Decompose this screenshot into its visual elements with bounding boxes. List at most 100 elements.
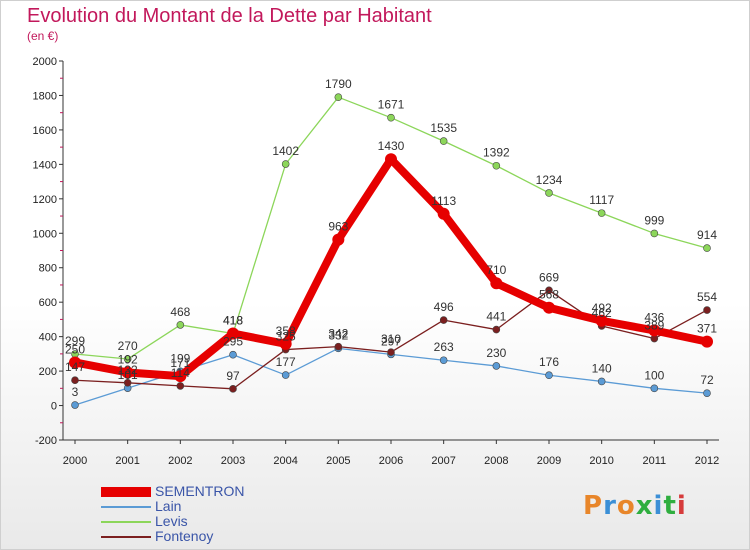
data-point-levis (545, 189, 553, 197)
data-point-lain (281, 371, 290, 379)
legend-label: SEMENTRON (155, 483, 245, 499)
data-label-levis: 1535 (430, 121, 457, 135)
data-point-fontenoy (123, 379, 132, 387)
data-point-levis (387, 113, 395, 122)
data-point-sementron (227, 327, 239, 340)
data-label-lain: 3 (72, 385, 79, 399)
x-tick-label: 2007 (431, 455, 455, 467)
data-label-fontenoy: 496 (434, 300, 454, 314)
y-tick-label: 0 (51, 401, 57, 413)
data-point-levis (492, 161, 501, 170)
data-point-fontenoy (229, 385, 237, 393)
y-tick-label: 600 (39, 297, 57, 309)
data-label-fontenoy: 669 (539, 270, 559, 284)
data-label-lain: 199 (170, 351, 190, 365)
data-point-sementron (543, 301, 555, 314)
data-label-levis: 1234 (536, 173, 563, 187)
data-label-fontenoy: 132 (118, 363, 138, 377)
data-point-levis (123, 355, 132, 363)
y-tick-label: 1600 (33, 125, 57, 137)
x-tick-label: 2012 (695, 455, 719, 467)
x-tick-label: 2008 (484, 455, 508, 467)
y-tick-label: 2000 (33, 56, 57, 68)
data-label-sementron: 710 (486, 263, 506, 277)
data-label-fontenoy: 554 (697, 290, 717, 304)
data-label-sementron: 568 (539, 288, 559, 302)
y-tick-label: 1400 (33, 159, 57, 171)
x-tick-label: 2003 (221, 455, 245, 467)
data-label-sementron: 492 (592, 301, 612, 315)
data-label-lain: 332 (328, 328, 348, 342)
data-point-fontenoy (545, 286, 553, 295)
legend-swatch (101, 536, 151, 538)
data-label-lain: 177 (276, 355, 296, 369)
data-label-levis: 1392 (483, 146, 510, 160)
data-point-fontenoy (492, 325, 501, 334)
legend-label: Fontenoy (155, 528, 214, 544)
data-point-levis (703, 244, 711, 252)
data-label-levis: 1671 (378, 98, 405, 112)
data-point-levis (281, 160, 290, 168)
chart-subtitle: (en €) (27, 29, 59, 43)
legend-item-fontenoy: Fontenoy (101, 528, 321, 544)
legend-item-lain: Lain (101, 498, 321, 514)
logo-letter: t (663, 491, 677, 521)
data-label-fontenoy: 441 (486, 310, 506, 324)
y-tick-label: 1800 (33, 90, 57, 102)
data-point-lain (703, 389, 711, 397)
data-point-sementron (648, 324, 661, 337)
data-label-fontenoy: 147 (65, 360, 85, 374)
legend-label: Levis (155, 513, 188, 529)
x-tick-label: 2000 (63, 455, 87, 467)
data-label-fontenoy: 97 (226, 369, 240, 383)
x-tick-label: 2001 (115, 455, 139, 467)
logo-letter: P (583, 491, 604, 521)
data-label-sementron: 963 (328, 220, 348, 234)
legend: SEMENTRON Lain Levis Fontenoy (101, 483, 321, 545)
data-point-sementron (490, 277, 503, 290)
data-point-sementron (69, 356, 81, 369)
data-label-sementron: 371 (697, 322, 717, 336)
data-label-fontenoy: 342 (328, 327, 348, 341)
data-point-levis (176, 321, 185, 329)
data-label-lain: 100 (644, 368, 664, 382)
logo-letter: r (603, 491, 617, 521)
data-point-lain (545, 371, 553, 380)
data-label-levis: 468 (170, 305, 190, 319)
legend-item-levis: Levis (101, 513, 321, 529)
data-point-fontenoy (387, 348, 395, 356)
data-point-sementron (385, 153, 397, 166)
data-label-sementron: 418 (223, 314, 243, 328)
data-label-sementron: 250 (65, 342, 85, 356)
x-tick-label: 2005 (326, 455, 350, 467)
data-point-fontenoy (71, 376, 79, 385)
data-point-levis (650, 229, 659, 238)
data-label-levis: 1402 (272, 144, 299, 158)
data-point-sementron (332, 233, 345, 246)
data-label-sementron: 1430 (378, 139, 405, 153)
legend-swatch (101, 487, 151, 497)
proxiti-logo: Proxiti (583, 491, 687, 521)
y-tick-label: 200 (39, 366, 57, 378)
data-point-sementron (437, 207, 450, 220)
legend-swatch (101, 506, 151, 508)
logo-letter: i (676, 491, 687, 521)
legend-swatch (101, 521, 151, 523)
data-label-levis: 914 (697, 228, 717, 242)
y-tick-label: 1000 (33, 228, 57, 240)
x-tick-label: 2009 (537, 455, 561, 467)
x-tick-label: 2006 (379, 455, 403, 467)
data-point-fontenoy (703, 306, 711, 314)
data-label-fontenoy: 310 (381, 332, 401, 346)
legend-label: Lain (155, 498, 182, 514)
data-label-lain: 230 (486, 346, 506, 360)
data-label-levis: 299 (65, 334, 85, 348)
y-tick-label: 800 (39, 263, 57, 275)
data-label-sementron: 436 (644, 310, 664, 324)
data-point-lain (492, 362, 501, 370)
data-label-fontenoy: 389 (644, 319, 664, 333)
data-label-levis: 1117 (589, 193, 614, 207)
chart-title: Evolution du Montant de la Dette par Hab… (27, 5, 432, 27)
data-label-lain: 176 (539, 355, 559, 369)
